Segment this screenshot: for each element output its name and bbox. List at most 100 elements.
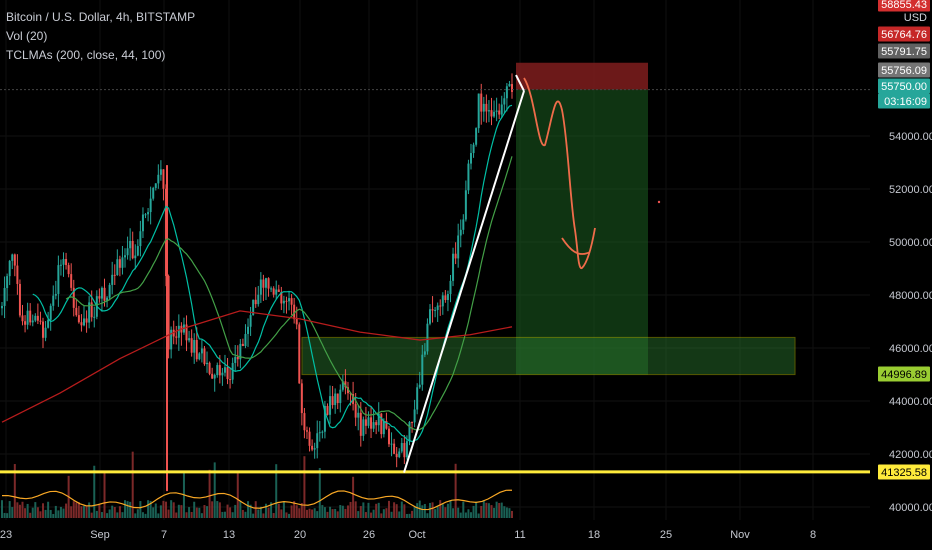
candle-body bbox=[8, 260, 11, 277]
candle-body bbox=[144, 214, 147, 216]
price-tag-support-bg bbox=[878, 464, 930, 480]
candle-body bbox=[24, 321, 27, 325]
candle-body bbox=[29, 310, 32, 323]
candle-body bbox=[254, 299, 257, 305]
candle-body bbox=[280, 291, 283, 304]
candle-body bbox=[377, 413, 380, 426]
candle-body bbox=[226, 367, 229, 380]
volume-bar bbox=[198, 507, 201, 518]
volume-bar bbox=[331, 509, 334, 518]
candle-body bbox=[482, 103, 485, 112]
candle-body bbox=[270, 288, 273, 290]
time-tick-label: 8 bbox=[810, 529, 816, 541]
candle-body bbox=[469, 153, 472, 164]
volume-bar bbox=[382, 509, 385, 518]
volume-bar bbox=[3, 512, 6, 518]
volume-bar bbox=[385, 508, 388, 518]
volume-bar bbox=[218, 502, 221, 518]
volume-bar bbox=[29, 512, 32, 518]
candle-body bbox=[475, 128, 478, 145]
price-tick-label: 46000.00 bbox=[889, 343, 932, 355]
candle-body bbox=[395, 453, 398, 458]
candle-body bbox=[249, 315, 252, 327]
volume-bar bbox=[264, 503, 267, 518]
volume-bar bbox=[313, 508, 316, 518]
candle-body bbox=[136, 246, 139, 256]
volume-bar bbox=[295, 505, 298, 518]
candle-body bbox=[241, 343, 244, 347]
candle-body bbox=[259, 279, 262, 295]
volume-bar bbox=[234, 504, 237, 518]
chart-legend: Bitcoin / U.S. Dollar, 4h, BITSTAMP Vol … bbox=[6, 8, 195, 65]
candle-body bbox=[141, 214, 144, 232]
volume-bar bbox=[36, 507, 39, 518]
candle-body bbox=[390, 443, 393, 445]
volume-bar bbox=[180, 505, 183, 518]
candle-body bbox=[80, 322, 83, 326]
volume-bar bbox=[124, 500, 127, 518]
volume-bar bbox=[444, 507, 447, 518]
volume-bar bbox=[398, 511, 401, 518]
candle-body bbox=[477, 93, 480, 129]
ma-200-line bbox=[1, 310, 513, 423]
time-axis[interactable]: 23 Sep 7 13 20 26 Oct 11 18 25 Nov 8 bbox=[0, 529, 816, 541]
candle-body bbox=[503, 98, 506, 105]
volume-bar bbox=[393, 502, 396, 518]
volume-bar bbox=[159, 505, 162, 518]
candle-body bbox=[421, 354, 424, 385]
candle-body bbox=[423, 351, 426, 355]
volume-bar bbox=[136, 509, 139, 518]
volume-bar bbox=[308, 508, 311, 518]
volume-bar bbox=[213, 462, 216, 518]
symbol-title[interactable]: Bitcoin / U.S. Dollar, 4h, BITSTAMP bbox=[6, 10, 196, 24]
candle-body bbox=[385, 420, 388, 429]
volume-indicator-label[interactable]: Vol (20) bbox=[6, 29, 48, 43]
candle-body bbox=[498, 110, 501, 115]
candle-body bbox=[83, 318, 86, 326]
volume-bar bbox=[8, 501, 11, 518]
candle-body bbox=[490, 110, 493, 117]
volume-bar bbox=[452, 508, 455, 518]
drawings bbox=[0, 74, 870, 474]
volume-bar bbox=[241, 509, 244, 518]
chart-grid bbox=[0, 0, 870, 520]
price-tag-open: 55756.09 bbox=[881, 65, 927, 77]
ma-indicator-label[interactable]: TCLMAs (200, close, 44, 100) bbox=[6, 48, 166, 62]
candles bbox=[1, 73, 513, 492]
candle-body bbox=[177, 325, 180, 338]
volume-bar bbox=[80, 506, 83, 518]
volume-bar bbox=[47, 501, 50, 518]
volume-bar bbox=[431, 502, 434, 518]
volume-bar bbox=[349, 501, 352, 518]
volume-bar bbox=[446, 503, 449, 518]
candle-body bbox=[213, 375, 216, 379]
candle-body bbox=[116, 259, 119, 276]
candle-body bbox=[316, 433, 319, 449]
candle-body bbox=[293, 304, 296, 320]
volume-bar bbox=[380, 513, 383, 518]
candle-body bbox=[487, 110, 490, 112]
volume-bar bbox=[293, 501, 296, 518]
volume-bar bbox=[141, 512, 144, 518]
candle-body bbox=[231, 362, 234, 380]
candle-body bbox=[449, 280, 452, 295]
volume-bar bbox=[121, 512, 124, 518]
candle-body bbox=[193, 339, 196, 353]
volume-ma-line bbox=[1, 489, 513, 511]
candle-body bbox=[393, 443, 396, 454]
volume-bar bbox=[341, 505, 344, 518]
volume-bar bbox=[434, 509, 437, 518]
candle-body bbox=[346, 387, 349, 394]
demand-zone bbox=[301, 336, 796, 376]
candle-body bbox=[262, 279, 265, 288]
volume-bar bbox=[459, 512, 462, 518]
volume-bar bbox=[83, 505, 86, 518]
candle-body bbox=[285, 300, 288, 302]
candle-body bbox=[49, 305, 52, 320]
candle-body bbox=[375, 422, 378, 426]
candle-body bbox=[3, 288, 6, 306]
candle-body bbox=[31, 320, 34, 323]
volume-bar bbox=[487, 503, 490, 518]
volume-bar bbox=[1, 500, 3, 518]
